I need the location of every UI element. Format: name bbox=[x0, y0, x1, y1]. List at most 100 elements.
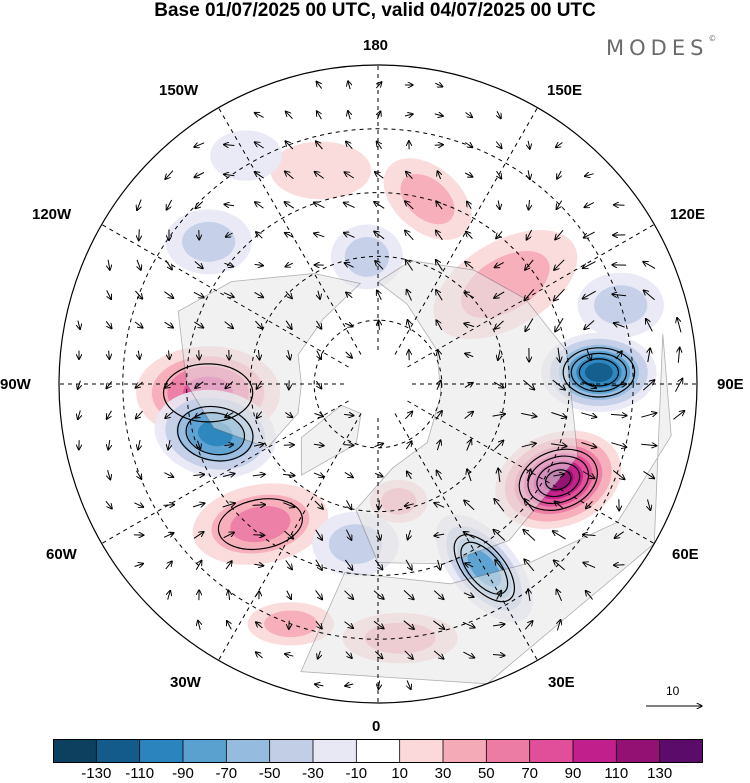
reference-vector bbox=[646, 682, 710, 722]
wind-vector bbox=[194, 143, 205, 147]
wind-vector bbox=[462, 621, 475, 627]
wind-vector bbox=[581, 442, 596, 448]
lon-label-30w: 30W bbox=[170, 674, 201, 691]
wind-vector bbox=[408, 320, 411, 331]
wind-vector bbox=[199, 350, 200, 360]
wind-vector bbox=[314, 414, 324, 417]
wind-vector bbox=[583, 562, 596, 569]
lon-label-180: 180 bbox=[363, 37, 389, 54]
wind-vector bbox=[109, 350, 110, 360]
wind-vector bbox=[376, 82, 381, 89]
wind-vector bbox=[255, 652, 263, 659]
wind-vector bbox=[284, 530, 294, 539]
wind-vector bbox=[553, 560, 565, 571]
wind-vector bbox=[555, 229, 564, 239]
anomaly-band bbox=[344, 237, 390, 277]
wind-vector bbox=[466, 231, 473, 239]
wind-vector bbox=[678, 347, 679, 363]
colorbar-tick-label: -50 bbox=[258, 765, 281, 782]
wind-vector bbox=[193, 532, 204, 539]
wind-vector bbox=[495, 560, 504, 571]
wind-vector bbox=[433, 590, 444, 600]
wind-vector bbox=[463, 532, 475, 539]
wind-vector bbox=[677, 318, 682, 333]
wind-vector bbox=[403, 620, 415, 630]
wind-vector bbox=[492, 414, 506, 416]
wind-vector bbox=[641, 413, 656, 418]
wind-vector bbox=[556, 143, 563, 148]
wind-vector bbox=[405, 201, 414, 210]
wind-vector bbox=[258, 349, 259, 360]
wind-vector bbox=[494, 261, 504, 267]
wind-vector bbox=[587, 349, 591, 361]
wind-vector bbox=[134, 503, 143, 507]
wind-vector bbox=[107, 410, 112, 419]
wind-vector bbox=[283, 474, 295, 475]
wind-vector bbox=[314, 500, 323, 509]
colorbar-tick-label: 30 bbox=[434, 765, 452, 782]
wind-vector bbox=[552, 531, 566, 540]
wind-vector bbox=[523, 379, 534, 390]
wind-vector bbox=[253, 535, 264, 536]
wind-vector bbox=[613, 323, 625, 327]
wind-vector bbox=[498, 468, 500, 482]
wind-vector bbox=[137, 259, 141, 270]
lon-label-30e: 30E bbox=[548, 674, 575, 691]
wind-vector bbox=[436, 320, 443, 331]
wind-vector bbox=[436, 230, 443, 241]
wind-vector bbox=[583, 231, 595, 238]
wind-vector bbox=[164, 291, 173, 299]
wind-vector bbox=[345, 684, 354, 686]
wind-vector bbox=[523, 530, 536, 541]
wind-vector bbox=[434, 503, 445, 508]
contour-line bbox=[562, 347, 636, 398]
wind-vector bbox=[252, 505, 266, 506]
wind-vector bbox=[194, 321, 203, 328]
wind-vector bbox=[498, 349, 500, 361]
wind-vector bbox=[78, 320, 80, 330]
wind-vector bbox=[555, 317, 564, 332]
wind-vector bbox=[285, 320, 292, 330]
wind-vector bbox=[223, 292, 234, 298]
colorbar-segment bbox=[529, 739, 573, 763]
wind-vector bbox=[612, 294, 627, 296]
wind-vector bbox=[105, 500, 112, 509]
contour-set bbox=[562, 347, 636, 398]
wind-vector bbox=[463, 593, 474, 597]
wind-vector bbox=[285, 171, 294, 180]
wind-vector bbox=[405, 230, 414, 241]
lon-label-90e: 90E bbox=[717, 376, 744, 393]
wind-vector bbox=[646, 319, 653, 332]
wind-vector bbox=[255, 320, 262, 329]
wind-vector bbox=[407, 289, 412, 301]
wind-vector bbox=[585, 174, 594, 177]
wind-vector bbox=[165, 381, 174, 388]
wind-vector bbox=[254, 172, 264, 179]
wind-vector bbox=[648, 348, 650, 363]
wind-vector bbox=[552, 379, 566, 390]
colorbar-segment bbox=[486, 739, 530, 763]
wind-vector bbox=[285, 654, 294, 656]
brand-name: MODES bbox=[606, 36, 709, 60]
wind-vector bbox=[496, 231, 503, 238]
wind-vector bbox=[495, 320, 504, 329]
wind-vector bbox=[165, 561, 172, 570]
wind-vector bbox=[554, 501, 565, 510]
land-mass bbox=[300, 333, 672, 685]
wind-vector bbox=[139, 229, 140, 240]
wind-vector bbox=[404, 114, 413, 116]
wind-vector bbox=[78, 380, 81, 390]
anomaly-band bbox=[400, 174, 455, 225]
wind-vector bbox=[254, 142, 264, 149]
wind-vector bbox=[346, 500, 352, 509]
wind-vector bbox=[612, 470, 625, 480]
wind-vector bbox=[492, 655, 505, 656]
wind-vector bbox=[494, 440, 503, 451]
wind-vector bbox=[313, 473, 324, 477]
wind-vector bbox=[437, 440, 440, 451]
wind-vector bbox=[436, 290, 443, 301]
wind-vector bbox=[581, 381, 597, 388]
wind-vector bbox=[614, 531, 624, 539]
wind-vector bbox=[254, 564, 263, 566]
colorbar-tick-label: -30 bbox=[302, 765, 324, 782]
